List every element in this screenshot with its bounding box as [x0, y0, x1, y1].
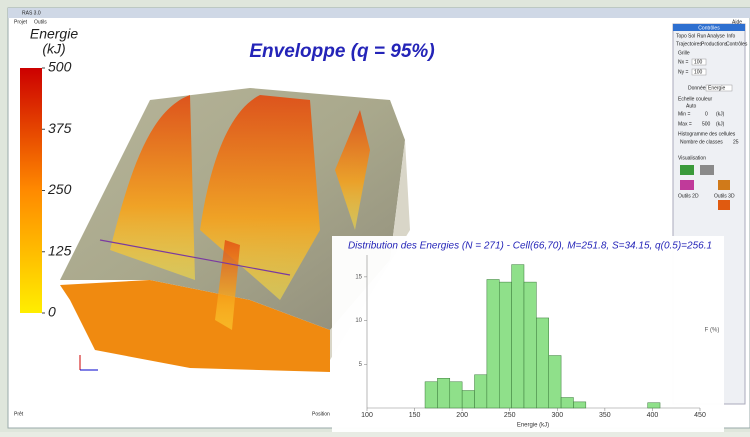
menu-item[interactable]: Aide: [732, 19, 742, 25]
x-tick-label: 100: [361, 412, 373, 419]
status-text: Position: [312, 411, 330, 417]
terrain-3d: [60, 88, 410, 372]
bar: [573, 401, 587, 409]
colorbar-label: Energie: [30, 26, 78, 42]
label: Visualisation: [678, 155, 706, 161]
label: Nombre de classes: [680, 139, 723, 145]
label: Nx =: [678, 59, 689, 65]
y-tick-label: 15: [355, 274, 362, 280]
y-tick-label: 10: [355, 318, 362, 324]
bar: [486, 279, 500, 409]
bar: [511, 264, 525, 409]
unit: (kJ): [716, 111, 725, 117]
colorbar-unit: (kJ): [42, 41, 65, 57]
bar: [536, 317, 549, 409]
label: Max =: [678, 121, 692, 127]
bar: [560, 397, 574, 409]
colorbar: [20, 68, 42, 313]
dropdown-value: Energie: [708, 85, 725, 91]
input[interactable]: [691, 68, 707, 76]
bar: [498, 281, 512, 409]
tool-icon[interactable]: [718, 200, 730, 210]
x-tick-label: 150: [409, 412, 421, 419]
tab[interactable]: Trajectoires: [676, 41, 702, 47]
x-tick-label: 400: [647, 412, 659, 419]
tab[interactable]: Run: [697, 33, 706, 39]
label: Outils 2D: [678, 193, 699, 199]
tab[interactable]: Sol: [688, 33, 695, 39]
label: Echelle couleur: [678, 96, 713, 102]
bar: [424, 381, 438, 409]
label: Outils 3D: [714, 193, 735, 199]
checkbox-label[interactable]: Auto: [686, 103, 697, 109]
colorbar-ticks: 500 375 250 125 0: [42, 59, 72, 320]
status-text: Prêt: [14, 411, 24, 417]
tab[interactable]: Analyse: [707, 33, 725, 39]
x-tick-label: 300: [551, 412, 563, 419]
tool-icon[interactable]: [718, 180, 730, 190]
scene-title: Enveloppe (q = 95%): [249, 41, 434, 62]
bar: [647, 402, 661, 409]
input-value: 100: [694, 59, 703, 65]
label: Données: [688, 85, 709, 91]
panel-header: Contrôles: [698, 25, 720, 31]
label: Histogramme des cellules: [678, 131, 736, 137]
bar: [461, 390, 475, 409]
tab[interactable]: Contrôles: [726, 41, 748, 47]
y-tick-label: 5: [359, 362, 363, 368]
histogram: 5 10 15 100 150 200 250 300 350 400 450: [355, 255, 706, 419]
input-value[interactable]: 25: [733, 139, 739, 145]
tab[interactable]: Info: [727, 33, 736, 39]
window-title: RAS 3.0: [22, 10, 41, 16]
tool-icon[interactable]: [680, 165, 694, 175]
input-value[interactable]: 0: [705, 111, 708, 117]
x-axis-label: Energie (kJ): [517, 423, 549, 429]
chart-title: Distribution des Energies (N = 271) - Ce…: [348, 241, 712, 252]
bar: [548, 355, 562, 409]
colorbar-tick-label: 125: [48, 242, 72, 258]
menu-item[interactable]: Projet: [14, 19, 28, 25]
menu-item[interactable]: Outils: [34, 19, 47, 25]
colorbar-tick-label: 375: [48, 120, 72, 136]
bar: [449, 381, 463, 409]
colorbar-tick-label: 500: [48, 59, 72, 75]
bar: [474, 374, 488, 409]
input-value[interactable]: 500: [702, 121, 711, 127]
bar: [437, 378, 451, 409]
dropdown[interactable]: [705, 84, 733, 92]
unit: (kJ): [716, 121, 725, 127]
colorbar-tick-label: 0: [48, 304, 56, 320]
tab[interactable]: Topo: [676, 33, 687, 39]
input-value: 100: [694, 69, 703, 75]
input[interactable]: [691, 58, 707, 66]
label: Ny =: [678, 69, 689, 75]
x-tick-label: 350: [599, 412, 611, 419]
x-tick-label: 450: [694, 412, 706, 419]
bar: [523, 281, 537, 409]
x-tick-label: 250: [504, 412, 516, 419]
tab[interactable]: Productions: [701, 41, 728, 47]
title-bar: [8, 8, 750, 18]
y2-axis-label: F (%): [705, 328, 720, 334]
tool-icon[interactable]: [700, 165, 714, 175]
label: Grille: [678, 50, 690, 56]
label: Min =: [678, 111, 690, 117]
colorbar-tick-label: 250: [47, 181, 72, 197]
x-tick-label: 200: [456, 412, 468, 419]
tool-icon[interactable]: [680, 180, 694, 190]
